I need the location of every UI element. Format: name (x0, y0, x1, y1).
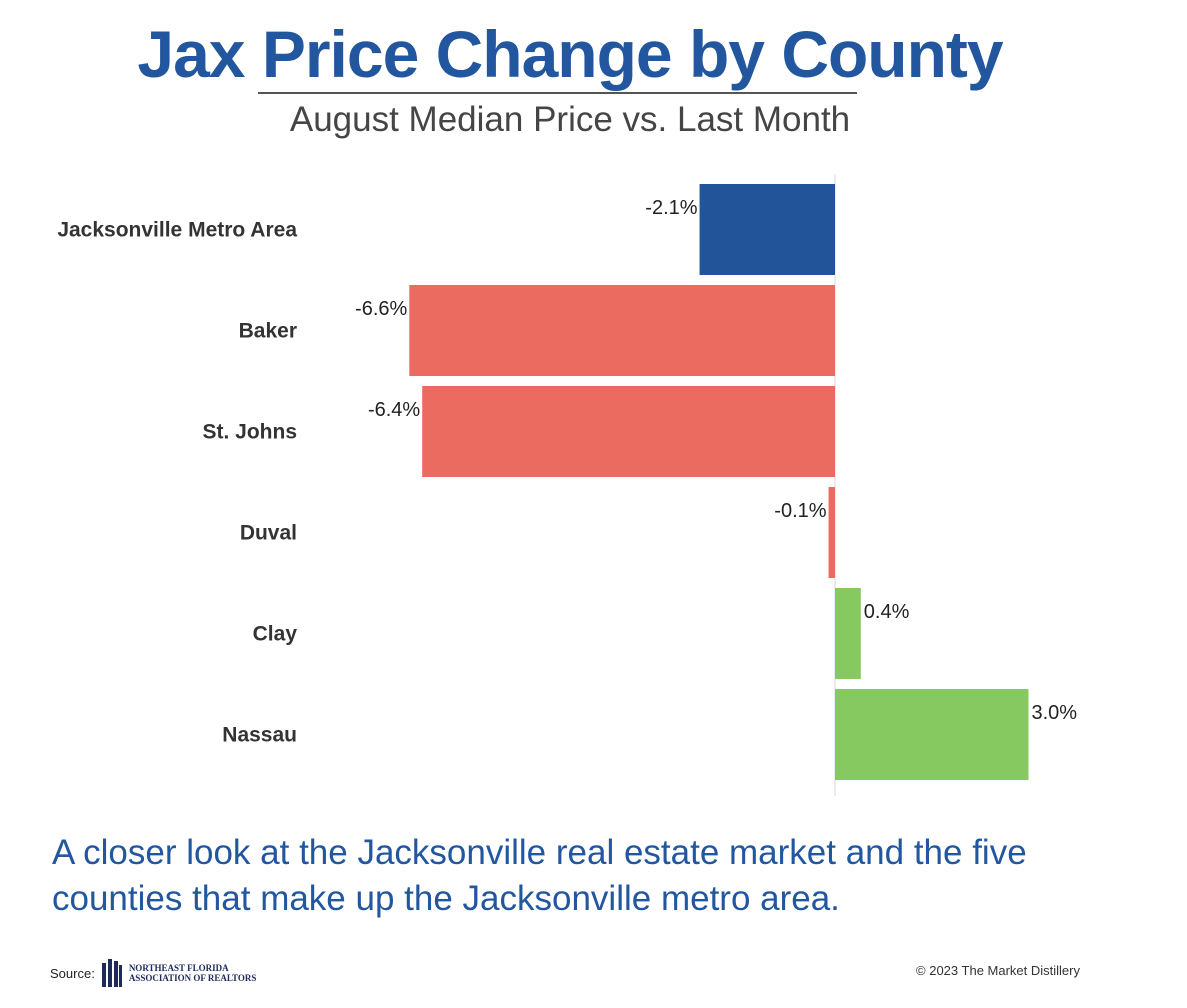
chart-caption: A closer look at the Jacksonville real e… (52, 833, 1027, 918)
chart-title: Jax Price Change by County (137, 17, 1003, 91)
logo-wordmark: Northeast Florida Association of Realtor… (129, 963, 257, 983)
logo-line-2: Association of Realtors (128, 973, 257, 983)
data-label: -6.4% (368, 399, 420, 421)
bar-chart: Jacksonville Metro Area -2.1% Baker -6.6% St… (57, 174, 1078, 796)
logo-line-1: Northeast Florida (128, 963, 229, 973)
source-label: Source: (50, 965, 95, 981)
data-label: -0.1% (774, 500, 826, 522)
bar-clay (835, 588, 861, 679)
bar-st-johns (422, 386, 835, 477)
category-label: Jacksonville Metro Area (57, 219, 297, 242)
data-label: 3.0% (1032, 702, 1078, 724)
bar-nassau (835, 689, 1029, 780)
nefar-logo-icon (101, 959, 122, 987)
chart-subtitle: August Median Price vs. Last Month (289, 100, 851, 139)
bar-jacksonville-metro-area (699, 184, 835, 275)
category-label: Clay (253, 623, 298, 646)
bar-baker (409, 285, 835, 376)
bar-duval (828, 487, 835, 578)
category-label: Nassau (222, 724, 297, 747)
category-label: Duval (240, 522, 297, 545)
source-credit: Source: Northeast Florida Association of… (50, 956, 256, 990)
data-label: -2.1% (645, 197, 697, 219)
title-divider (258, 92, 857, 94)
data-label: -6.6% (355, 298, 407, 320)
category-label: St. Johns (202, 421, 297, 444)
category-label: Baker (239, 320, 297, 343)
data-label: 0.4% (864, 601, 910, 623)
copyright-text: © 2023 The Market Distillery (916, 963, 1080, 978)
